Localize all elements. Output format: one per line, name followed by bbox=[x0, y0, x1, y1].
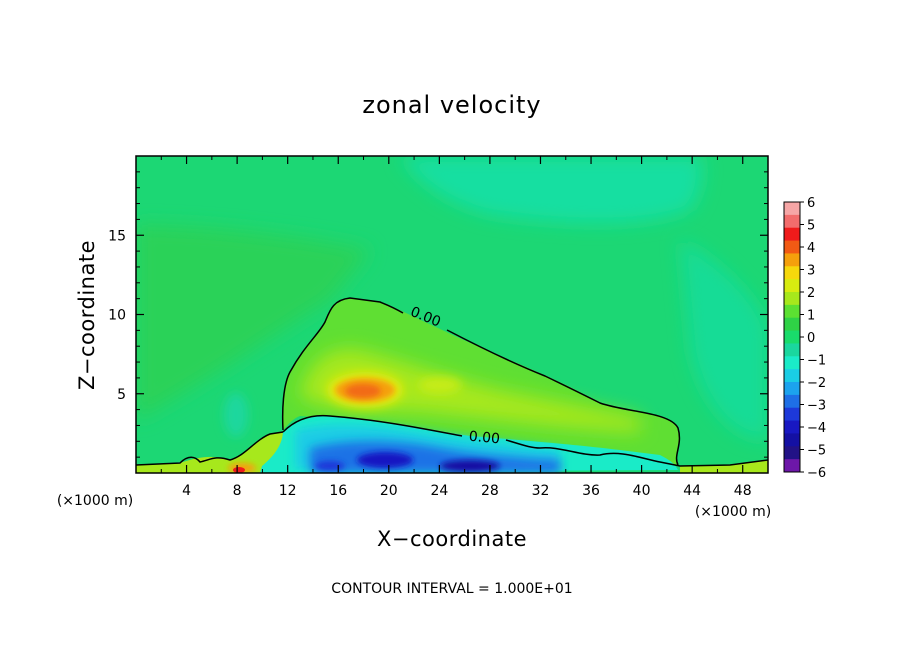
x-tick-label: 28 bbox=[481, 483, 499, 499]
y-unit-label: (×1000 m) bbox=[57, 493, 133, 509]
field-upper-right-zone bbox=[400, 156, 702, 224]
colorbar-tick-label: 1 bbox=[807, 309, 815, 324]
zero-contour-lower bbox=[282, 414, 768, 467]
colorbar-tick-label: −1 bbox=[807, 354, 826, 369]
x-tick-label: 8 bbox=[233, 483, 242, 499]
x-tick-label: 24 bbox=[430, 483, 448, 499]
chart-title: zonal velocity bbox=[362, 91, 541, 119]
zero-contour-surface bbox=[136, 431, 284, 466]
colorbar-swatch bbox=[784, 369, 800, 383]
x-tick-label: 48 bbox=[734, 483, 752, 499]
x-unit-label: (×1000 m) bbox=[695, 504, 771, 520]
y-axis-title: Z−coordinate bbox=[75, 240, 99, 390]
colorbar-tick-label: 5 bbox=[807, 219, 815, 234]
field-upper-left-zone bbox=[136, 225, 370, 420]
x-tick-label: 4 bbox=[182, 483, 191, 499]
x-tick-label: 20 bbox=[380, 483, 398, 499]
colorbar: 6 5 4 3 2 1 0 −1 −2 −3 −4 −5 −6 bbox=[783, 196, 826, 481]
surface-red-spot bbox=[233, 467, 245, 473]
colorbar-swatch bbox=[784, 394, 800, 409]
negative-core-1 bbox=[357, 452, 413, 468]
y-tick-label: 15 bbox=[108, 228, 126, 244]
zero-contour-upper bbox=[281, 297, 681, 466]
field-right-edge-zone bbox=[680, 240, 768, 440]
colorbar-swatch bbox=[784, 407, 800, 422]
x-tick-label: 32 bbox=[532, 483, 550, 499]
colorbar-swatch bbox=[784, 330, 800, 344]
colorbar-swatch bbox=[784, 304, 800, 319]
x-tick-label: 44 bbox=[683, 483, 701, 499]
colorbar-swatch bbox=[784, 446, 800, 460]
colorbar-swatch bbox=[784, 266, 800, 280]
colorbar-tick-label: 3 bbox=[807, 264, 815, 279]
x-tick-label: 12 bbox=[279, 483, 297, 499]
surface-positive-band bbox=[136, 432, 283, 473]
colorbar-swatch bbox=[784, 459, 800, 473]
heatmap-field bbox=[136, 156, 768, 473]
colorbar-swatch bbox=[784, 227, 800, 242]
positive-core-light bbox=[300, 349, 640, 432]
colorbar-tick-label: −6 bbox=[807, 466, 826, 481]
colorbar-swatch bbox=[784, 202, 800, 216]
y-tick-label: 10 bbox=[108, 308, 126, 324]
x-tick-label: 36 bbox=[582, 483, 600, 499]
y-axis-ticks: 5 10 15 bbox=[108, 171, 768, 458]
contour-label-lower: 0.00 bbox=[468, 429, 500, 448]
colorbar-tick-label: 4 bbox=[807, 241, 815, 256]
colorbar-swatch bbox=[784, 279, 800, 293]
colorbar-swatch bbox=[784, 214, 800, 229]
y-tick-label: 5 bbox=[117, 387, 126, 403]
positive-core-red bbox=[345, 384, 381, 398]
colorbar-swatch bbox=[784, 240, 800, 254]
x-tick-label: 16 bbox=[329, 483, 347, 499]
colorbar-tick-label: −5 bbox=[807, 444, 826, 459]
colorbar-tick-label: −2 bbox=[807, 376, 826, 391]
positive-small-yellow bbox=[418, 377, 462, 393]
colorbar-swatch bbox=[784, 253, 800, 267]
colorbar-swatch bbox=[784, 433, 800, 447]
negative-core-3 bbox=[315, 461, 345, 471]
contour-interval-note: CONTOUR INTERVAL = 1.000E+01 bbox=[331, 581, 572, 597]
colorbar-tick-label: −3 bbox=[807, 399, 826, 414]
negative-core-2 bbox=[440, 460, 500, 472]
x-axis-ticks: 4 8 12 16 20 24 28 32 36 40 44 48 bbox=[160, 156, 752, 499]
colorbar-tick-label: 6 bbox=[807, 196, 815, 211]
colorbar-tick-label: −4 bbox=[807, 421, 826, 436]
colorbar-swatch bbox=[784, 317, 800, 332]
colorbar-swatch bbox=[784, 420, 800, 434]
zero-contours bbox=[136, 297, 768, 467]
colorbar-tick-label: 0 bbox=[807, 331, 815, 346]
x-tick-label: 40 bbox=[633, 483, 651, 499]
colorbar-swatch bbox=[784, 343, 800, 357]
x-axis-title: X−coordinate bbox=[377, 527, 527, 551]
colorbar-swatch bbox=[784, 382, 800, 396]
colorbar-swatch bbox=[784, 356, 800, 370]
colorbar-tick-label: 2 bbox=[807, 286, 815, 301]
negative-left-patch bbox=[224, 393, 248, 437]
colorbar-swatch bbox=[784, 292, 800, 306]
